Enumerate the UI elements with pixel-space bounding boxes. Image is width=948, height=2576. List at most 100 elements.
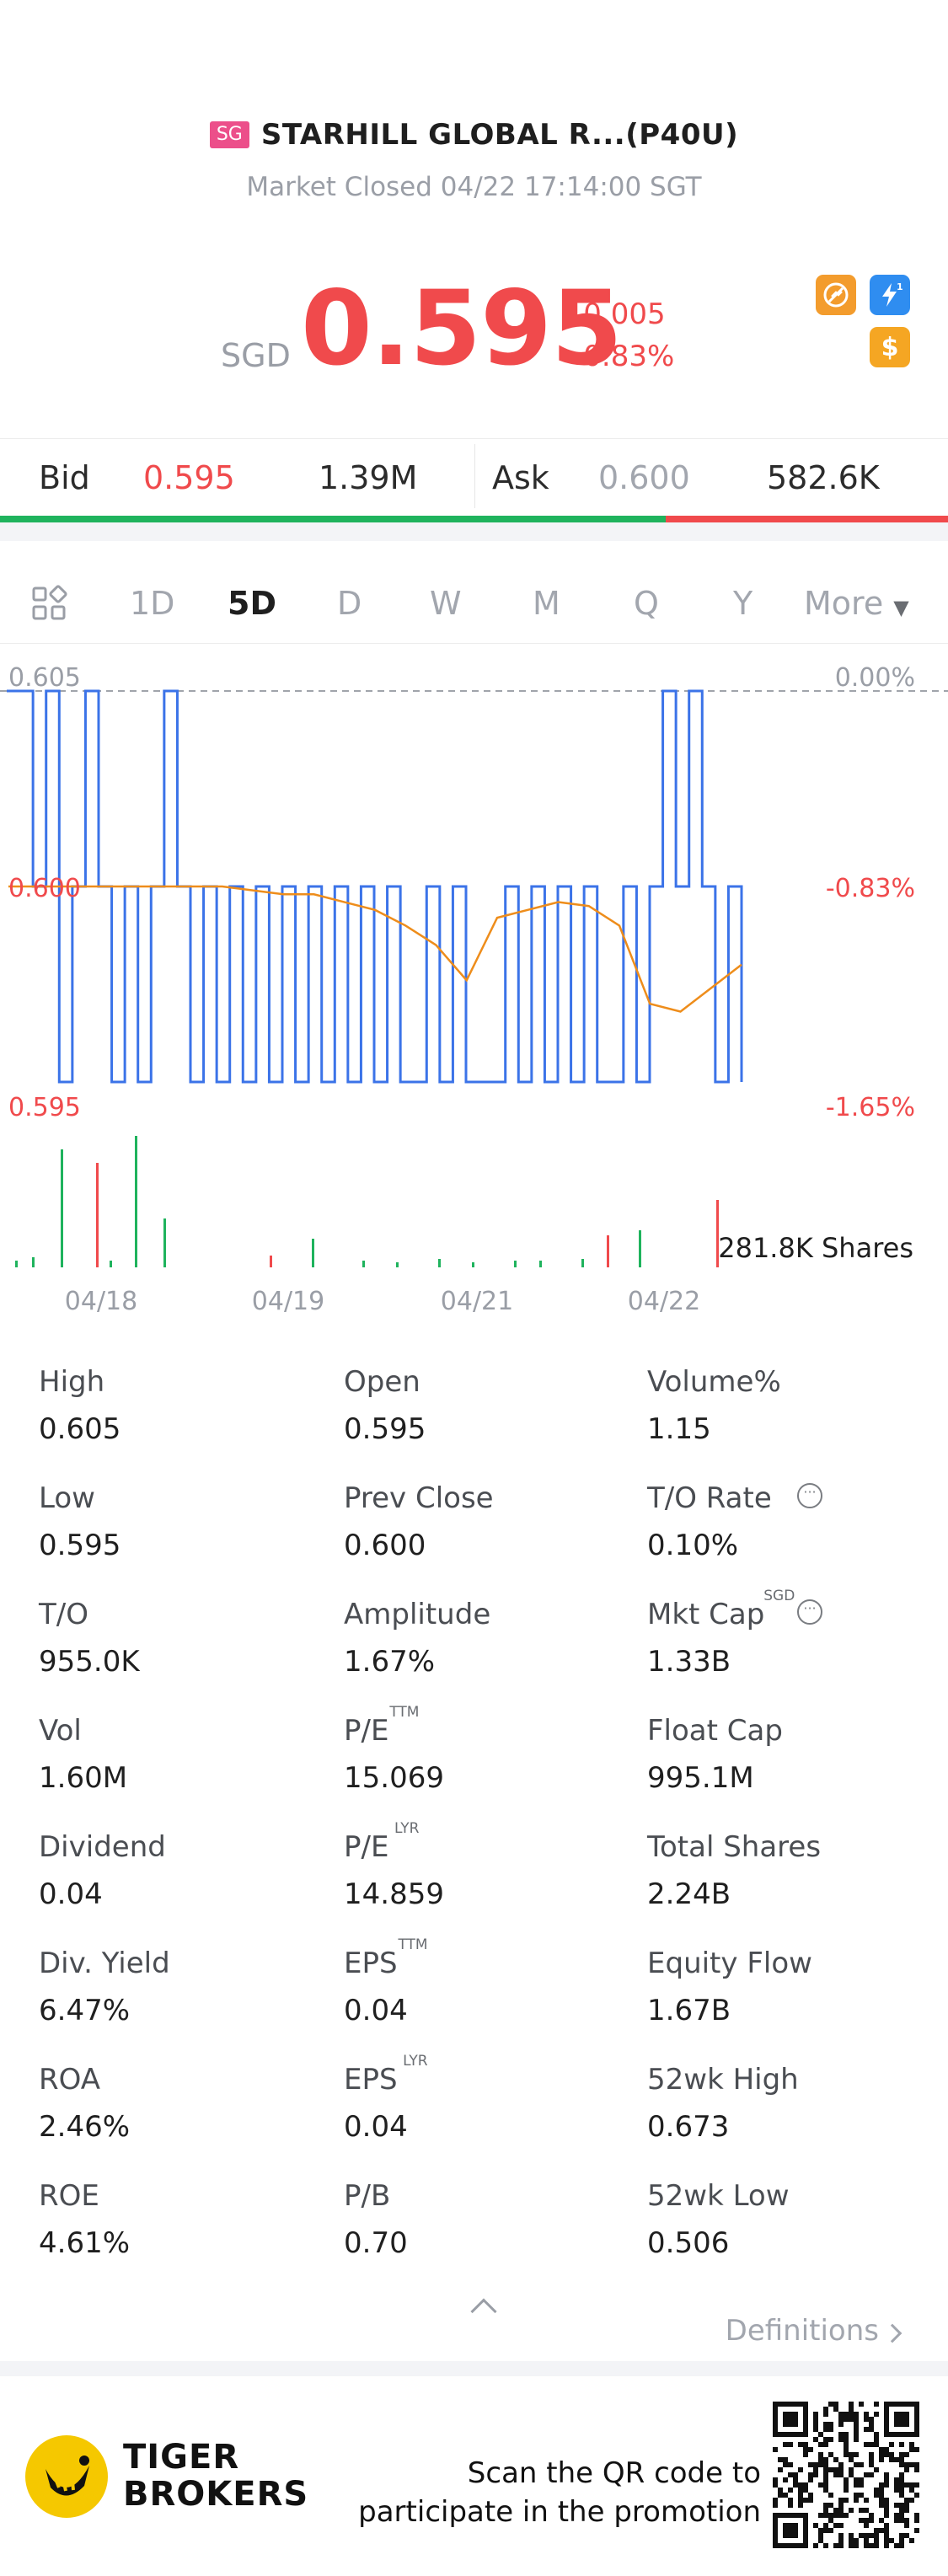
volume-bar	[110, 1261, 112, 1267]
stat-label: Amplitude	[344, 1598, 491, 1631]
y-axis-left-tick: 0.600	[8, 874, 81, 903]
tab-more-label: More	[804, 585, 884, 622]
y-axis-right-tick: 0.00%	[835, 663, 915, 693]
stat-label: P/B	[344, 2179, 391, 2213]
bid-ask-bar: Bid 0.595 1.39M Ask 0.600 582.6K	[0, 438, 948, 516]
stat-value: 955.0K	[39, 1645, 140, 1679]
stat-label: Mkt Cap SGD	[647, 1588, 795, 1631]
tab-month[interactable]: M	[533, 585, 560, 622]
tab-more[interactable]: More ▼	[804, 578, 909, 629]
stat-item: EPS LYR 0.04	[344, 2053, 428, 2144]
tab-year[interactable]: Y	[733, 585, 753, 622]
stat-item: ROE 4.61%	[39, 2179, 130, 2260]
x-axis-date-label: 04/21	[441, 1287, 513, 1316]
bid-ask-divider	[474, 444, 475, 508]
stat-item: Div. Yield 6.47%	[39, 1947, 170, 2027]
market-badge: SG	[209, 121, 249, 148]
stat-value: 14.859	[344, 1877, 444, 1911]
volume-bar	[716, 1200, 719, 1267]
stat-value: 0.04	[344, 2110, 408, 2144]
ask-size: 582.6K	[767, 459, 880, 496]
dollar-icon[interactable]: $	[870, 327, 910, 367]
stock-name[interactable]: STARHILL GLOBAL R...(P40U)	[260, 118, 739, 152]
volume-bar	[32, 1257, 35, 1267]
stat-label: High	[39, 1365, 105, 1399]
stat-label: 52wk Low	[647, 2179, 790, 2213]
market-status: Market Closed 04/22 17:14:00 SGT	[246, 172, 702, 202]
stat-value: 0.70	[344, 2226, 408, 2260]
price-chart[interactable]: 0.605 0.600 0.595 0.00% -0.83% -1.65% 281.8K S…	[0, 644, 948, 1318]
stat-value: 0.04	[39, 1877, 103, 1911]
stat-item: Dividend 0.04	[39, 1830, 166, 1911]
volume-bar	[15, 1261, 18, 1267]
collapse-chevron-icon[interactable]	[470, 2298, 497, 2325]
change-percent: -0.83%	[573, 340, 675, 373]
stat-label: Dividend	[39, 1830, 166, 1864]
chart-canvas: 0.605 0.600 0.595 0.00% -0.83% -1.65% 281.8K S…	[0, 663, 948, 1316]
no-short-icon[interactable]	[816, 275, 856, 315]
stat-sup: TTM	[389, 1704, 420, 1721]
tab-1d[interactable]: 1D	[130, 585, 175, 622]
promo-line-2: participate in the promotion	[358, 2495, 761, 2529]
stat-label: Vol	[39, 1714, 82, 1748]
stat-label: P/E LYR	[344, 1820, 420, 1864]
stat-label: Prev Close	[344, 1481, 494, 1515]
promo-line-1: Scan the QR code to	[467, 2456, 761, 2490]
stat-label: Volume%	[647, 1365, 781, 1399]
stat-item: P/B 0.70	[344, 2179, 408, 2260]
x-axis-date-label: 04/19	[252, 1287, 324, 1316]
average-price-line	[8, 885, 742, 1013]
y-axis-left-tick: 0.605	[8, 663, 81, 693]
volume-bar	[539, 1261, 542, 1267]
y-axis-right-tick: -1.65%	[826, 1093, 915, 1122]
stat-value: 6.47%	[39, 1994, 131, 2027]
brand-line-1: TIGER	[123, 2438, 240, 2477]
y-axis-right-tick: -0.83%	[826, 874, 915, 903]
volume-bar	[472, 1262, 474, 1267]
stat-value: 0.595	[344, 1412, 426, 1446]
stat-sup: SGD	[763, 1588, 795, 1604]
stat-item: Equity Flow 1.67B	[647, 1947, 812, 2027]
stat-label: T/O	[39, 1598, 88, 1631]
ask-price: 0.600	[598, 459, 690, 496]
change-value: -0.005	[573, 297, 666, 331]
stat-value: 1.67B	[647, 1994, 731, 2027]
more-info-icon[interactable]: ···	[797, 1483, 822, 1508]
stat-item: T/O Rate ··· 0.10%	[647, 1481, 822, 1562]
promo-banner: TIGER BROKERS Scan the QR code to partic…	[0, 2376, 948, 2576]
tab-day[interactable]: D	[337, 585, 362, 622]
stat-label: Total Shares	[647, 1830, 822, 1864]
bid-size: 1.39M	[319, 459, 418, 496]
chart-layout-icon[interactable]	[30, 578, 67, 629]
more-info-icon[interactable]: ···	[797, 1599, 822, 1625]
stat-value: 0.506	[647, 2226, 730, 2260]
stat-item: Volume% 1.15	[647, 1365, 781, 1446]
lightning-level1-icon[interactable]: 1	[870, 275, 910, 315]
tab-quarter[interactable]: Q	[634, 585, 659, 622]
ask-label: Ask	[492, 459, 549, 496]
volume-bar	[607, 1235, 609, 1267]
qr-code-icon[interactable]	[773, 2402, 919, 2548]
volume-label: 281.8K Shares	[718, 1232, 913, 1264]
stat-label: T/O Rate	[647, 1481, 772, 1515]
stat-value: 15.069	[344, 1761, 444, 1795]
volume-bar	[639, 1230, 641, 1267]
stat-value: 2.24B	[647, 1877, 731, 1911]
caret-down-icon: ▼	[893, 596, 909, 619]
stat-sup: LYR	[394, 1820, 420, 1837]
stat-item: Low 0.595	[39, 1481, 121, 1562]
stat-label: Open	[344, 1365, 420, 1399]
volume-bar	[163, 1218, 166, 1267]
stat-value: 1.33B	[647, 1645, 731, 1679]
definitions-link[interactable]: Definitions	[726, 2314, 902, 2348]
tab-5d[interactable]: 5D	[228, 585, 276, 622]
currency-label: SGD	[221, 337, 291, 374]
volume-bar	[514, 1261, 517, 1267]
stat-item: Vol 1.60M	[39, 1714, 127, 1795]
y-axis-left-tick: 0.595	[8, 1093, 81, 1122]
stat-label: P/E TTM	[344, 1704, 420, 1748]
stat-item: Total Shares 2.24B	[647, 1830, 821, 1911]
stat-item: ROA 2.46%	[39, 2063, 130, 2144]
promo-separator	[0, 2361, 948, 2376]
tab-week[interactable]: W	[430, 585, 462, 622]
